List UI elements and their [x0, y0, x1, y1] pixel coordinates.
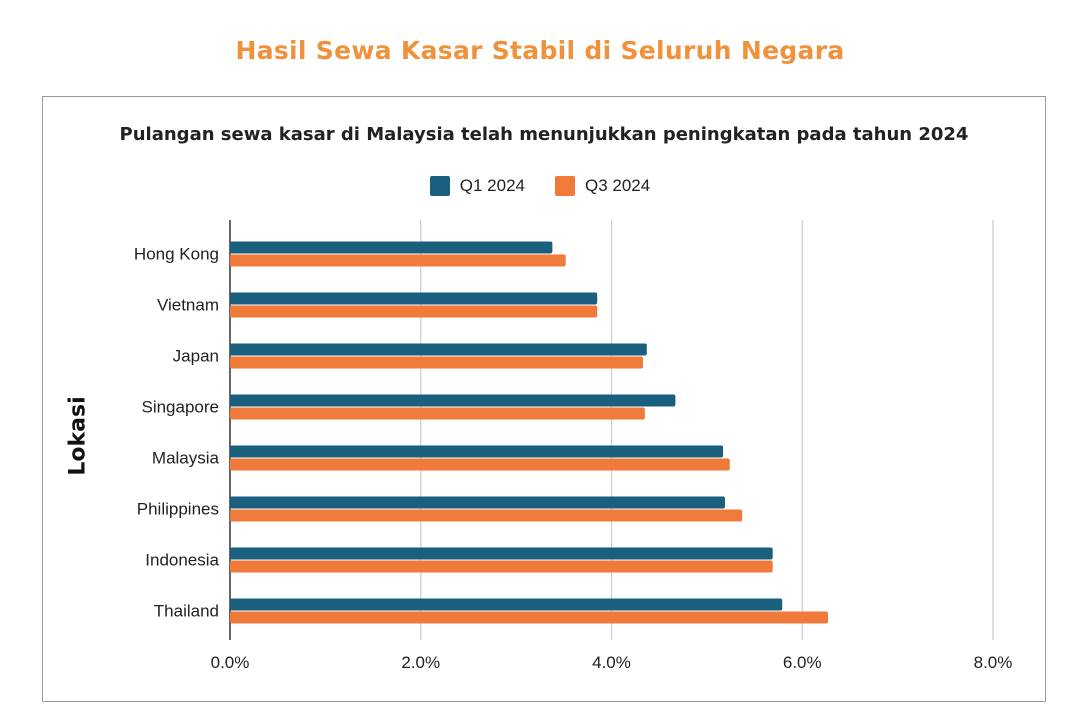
x-tick-label: 2.0% — [401, 653, 440, 672]
y-tick-label: Singapore — [141, 398, 219, 417]
legend-item-q3[interactable]: Q3 2024 — [555, 176, 650, 196]
bar-q3 — [230, 611, 829, 624]
bar-q3 — [230, 407, 645, 420]
y-tick-label: Indonesia — [145, 551, 219, 570]
y-tick-label: Vietnam — [157, 296, 219, 315]
bar-q3 — [230, 305, 598, 318]
bar-q1 — [230, 547, 773, 560]
bar-q1 — [230, 394, 676, 407]
bar-q1 — [230, 598, 783, 611]
bar-q1 — [230, 241, 553, 254]
x-tick-label: 6.0% — [783, 653, 822, 672]
chart-legend: Q1 2024 Q3 2024 — [0, 176, 1080, 196]
bar-q3 — [230, 254, 566, 267]
y-tick-label: Malaysia — [152, 449, 220, 468]
bar-q3 — [230, 458, 730, 471]
x-tick-label: 4.0% — [592, 653, 631, 672]
legend-item-q1[interactable]: Q1 2024 — [429, 176, 525, 196]
y-tick-label: Thailand — [154, 602, 219, 621]
legend-swatch-q1 — [429, 176, 450, 196]
x-tick-label: 8.0% — [974, 653, 1013, 672]
bar-q1 — [230, 343, 647, 356]
legend-swatch-q3 — [555, 176, 575, 196]
y-tick-label: Japan — [173, 347, 219, 366]
bar-q3 — [230, 509, 743, 522]
x-tick-label: 0.0% — [211, 653, 250, 672]
bar-q1 — [230, 292, 598, 305]
chart-title: Pulangan sewa kasar di Malaysia telah me… — [119, 124, 969, 145]
y-tick-label: Philippines — [137, 500, 219, 519]
y-tick-label: Hong Kong — [134, 245, 219, 264]
legend-label-q1: Q1 2024 — [459, 176, 525, 195]
page-title: Hasil Sewa Kasar Stabil di Seluruh Negar… — [235, 36, 845, 65]
legend-label-q3: Q3 2024 — [585, 176, 651, 195]
bar-q3 — [230, 356, 643, 369]
bar-q1 — [230, 445, 724, 458]
bar-q3 — [230, 560, 773, 573]
bar-q1 — [230, 496, 725, 509]
